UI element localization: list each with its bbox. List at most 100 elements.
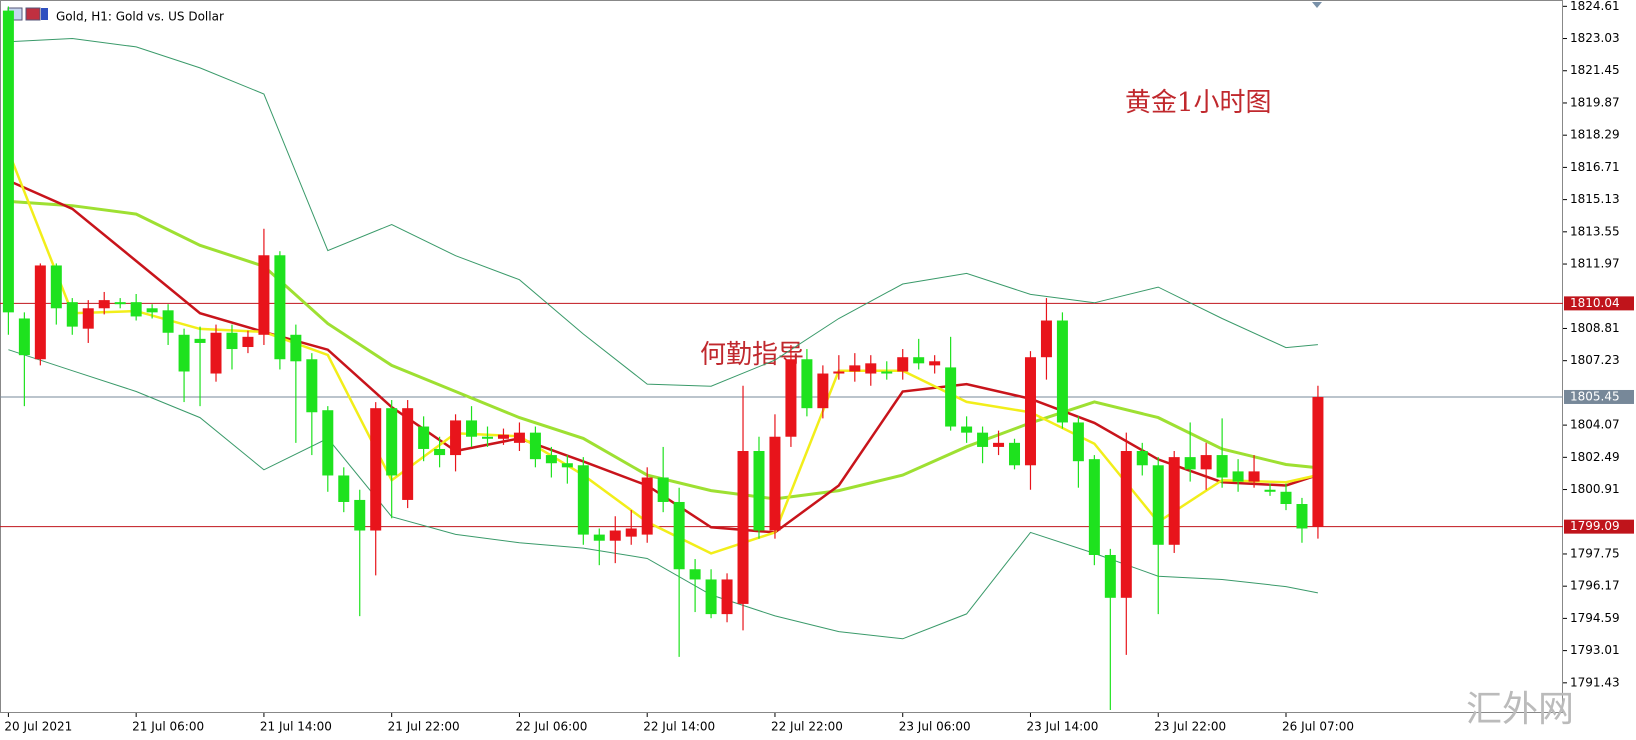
icon (41, 8, 48, 20)
candle-body (1104, 554, 1116, 598)
candle-body (226, 332, 238, 350)
candle-body (146, 308, 158, 313)
y-tick-label: 1794.59 (1570, 611, 1620, 625)
candle-body (657, 477, 669, 502)
candle-body (178, 334, 190, 372)
candle-body (593, 534, 605, 541)
x-tick-label: 21 Jul 14:00 (260, 720, 332, 734)
candle-body (130, 302, 142, 317)
candle-body (482, 436, 493, 439)
candle-body (1200, 455, 1212, 470)
candle-body (961, 426, 973, 433)
candle-body (1248, 471, 1260, 482)
y-tick-label: 1824.61 (1570, 0, 1620, 13)
candle-body (513, 432, 525, 443)
candle-body (577, 465, 589, 535)
candle-body (945, 367, 957, 427)
y-tick-label: 1804.07 (1570, 418, 1620, 432)
candle-body (865, 363, 877, 374)
y-tick-label: 1821.45 (1570, 63, 1620, 77)
y-tick-label: 1791.43 (1570, 675, 1620, 689)
candle-body (913, 357, 925, 364)
candle-body (434, 448, 446, 456)
candle-body (529, 432, 541, 460)
level-label-box (1564, 519, 1634, 534)
candle-body (1216, 455, 1228, 478)
candle-body (98, 300, 110, 309)
candle-body (306, 359, 318, 413)
candle-body (817, 373, 829, 409)
candle-body (194, 338, 206, 343)
candle-body (162, 310, 174, 333)
chart-title: Gold, H1: Gold vs. US Dollar (56, 10, 224, 24)
candle-body (1009, 442, 1021, 466)
candle-body (34, 265, 46, 360)
candle-body (1296, 504, 1308, 529)
x-tick-label: 26 Jul 07:00 (1282, 720, 1354, 734)
candle-body (210, 332, 222, 374)
candle-body (673, 501, 685, 570)
candle-body (769, 436, 781, 531)
candle-body (258, 255, 270, 335)
candle-body (1280, 491, 1292, 505)
x-tick-label: 22 Jul 06:00 (515, 720, 587, 734)
candle-body (561, 463, 573, 468)
y-tick-label: 1816.71 (1570, 160, 1620, 174)
candle-body (1136, 451, 1148, 466)
x-tick-label: 21 Jul 22:00 (388, 720, 460, 734)
candle-body (1168, 457, 1180, 545)
candle-body (801, 359, 813, 409)
candle-body (545, 455, 557, 464)
candle-body (1152, 465, 1164, 545)
candle-body (1056, 320, 1068, 423)
candle-body (625, 528, 637, 537)
level-label: 1805.45 (1570, 389, 1620, 403)
candle-body (290, 334, 302, 362)
candle-body (1312, 396, 1324, 527)
level-label-box (1564, 296, 1634, 311)
candle-body (689, 569, 701, 580)
candle-body (849, 365, 861, 372)
candle-body (402, 408, 414, 500)
x-tick-label: 22 Jul 14:00 (643, 720, 715, 734)
x-tick-label: 23 Jul 06:00 (899, 720, 971, 734)
x-tick-label: 20 Jul 2021 (4, 720, 72, 734)
icon (25, 7, 41, 21)
x-tick-label: 22 Jul 22:00 (771, 720, 843, 734)
candle-body (82, 308, 94, 329)
plot-frame (0, 0, 1563, 713)
marker (1312, 2, 1322, 8)
candle-body (929, 361, 941, 366)
candle-body (497, 434, 509, 439)
indicator-line (8, 199, 1319, 501)
candle-body (114, 302, 126, 305)
candle-body (753, 451, 765, 531)
candle-body (450, 420, 462, 456)
candle-body (418, 426, 430, 449)
y-tick-label: 1807.23 (1570, 353, 1620, 367)
candle-body (833, 371, 845, 374)
candle-body (641, 477, 653, 535)
candle-body (466, 420, 478, 437)
candle-body (354, 499, 366, 531)
candle-body (1040, 320, 1052, 358)
y-tick-label: 1823.03 (1570, 31, 1620, 45)
candle-body (370, 408, 382, 531)
candle-body (1184, 457, 1196, 470)
candle-body (2, 10, 14, 313)
candle-body (737, 451, 749, 604)
y-tick-label: 1808.81 (1570, 321, 1620, 335)
candle-body (18, 318, 30, 356)
candle-body (66, 302, 78, 327)
candle-body (897, 357, 909, 372)
candle-body (609, 530, 621, 541)
y-tick-label: 1796.17 (1570, 579, 1620, 593)
candle-body (705, 579, 717, 615)
y-tick-label: 1811.97 (1570, 257, 1620, 271)
candle-body (1088, 459, 1100, 555)
candle-body (1024, 357, 1036, 466)
level-label: 1810.04 (1570, 296, 1620, 310)
candle-body (881, 371, 893, 374)
level-label: 1799.09 (1570, 519, 1620, 533)
